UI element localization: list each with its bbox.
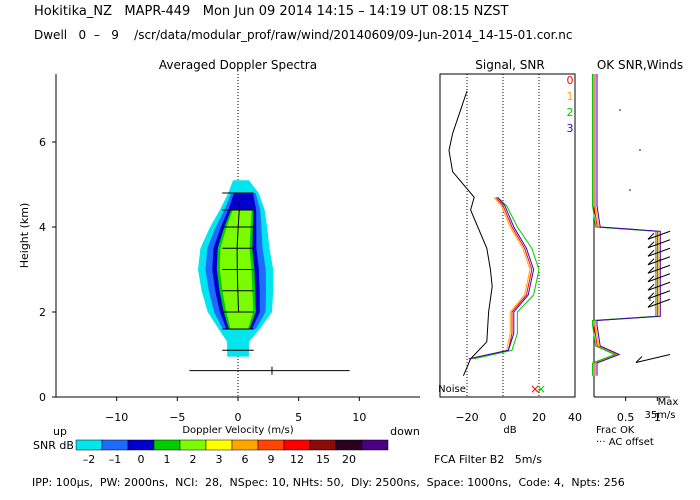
wind-arrow [635, 354, 671, 363]
ok-legend-entry: 3 [567, 122, 574, 135]
colorbar-tick-label: 1 [164, 453, 171, 466]
max-label: Max [658, 397, 679, 408]
wind-dot [619, 109, 621, 111]
wind-arrow-head [647, 258, 655, 266]
snr-x-tick-label: 20 [532, 411, 546, 424]
spectra-x-tick-label: −5 [169, 411, 185, 424]
ok-panel-title: OK SNR,Winds [597, 58, 683, 72]
wind-arrow [647, 264, 671, 274]
spectra-x-label: Doppler Velocity (m/s) [182, 425, 293, 436]
colorbar-tick-label: 6 [242, 453, 249, 466]
colorbar-swatch [101, 439, 129, 451]
colorbar-swatch [153, 439, 181, 451]
colorbar-tick-label: 12 [290, 453, 304, 466]
wind-arrow-head [647, 275, 655, 283]
colorbar-label: SNR dB [33, 439, 74, 452]
colorbar-swatch [205, 439, 233, 451]
frac-ok-line [595, 74, 660, 376]
frac-ok-line [596, 74, 661, 376]
snr-x-tick-label: −20 [455, 411, 478, 424]
fca-filter-label: FCA Filter B2 5m/s [434, 453, 542, 466]
wind-arrow-head [647, 232, 655, 240]
colorbar-swatch [309, 439, 337, 451]
colorbar-tick-label: 20 [342, 453, 356, 466]
colorbar-swatch [231, 439, 259, 451]
wind-arrow-head [647, 249, 655, 257]
frac-ok-label: Frac OK [596, 425, 635, 436]
footer-params: IPP: 100µs, PW: 2000ns, NCI: 28, NSpec: … [32, 476, 625, 489]
colorbar-swatch [361, 439, 389, 451]
ok-x-tick-label: 1 [654, 411, 661, 424]
frac-ok-line [592, 74, 657, 376]
spectra-y-label: Height (km) [18, 203, 31, 269]
header-file-path: Dwell 0 – 9 /scr/data/modular_prof/raw/w… [34, 28, 573, 42]
ok-legend-entry: 2 [567, 106, 574, 119]
wind-arrow [647, 239, 671, 249]
colorbar-swatch [127, 439, 155, 451]
spectra-x-tick-label: 0 [235, 411, 242, 424]
colorbar-tick-label: –2 [83, 453, 96, 466]
spectra-y-tick-label: 0 [39, 391, 46, 404]
snr-x-label: dB [503, 425, 516, 436]
noise-marker-red: × [530, 382, 540, 396]
colorbar-tick-label: 15 [316, 453, 330, 466]
spectra-y-tick-label: 6 [39, 136, 46, 149]
wind-arrow-head [647, 283, 655, 291]
ac-offset-label: ··· AC offset [596, 437, 654, 448]
down-label: down [390, 425, 420, 438]
spectra-y-tick-label: 4 [39, 221, 46, 234]
snr-panel-frame [439, 73, 576, 398]
wind-arrow-head [647, 292, 655, 300]
snr-series-line [468, 196, 535, 360]
wind-arrow [647, 298, 671, 308]
ok-x-tick-label: 0.5 [617, 411, 635, 424]
snr-panel-title: Signal, SNR [475, 58, 544, 72]
colorbar-swatch [335, 439, 363, 451]
wind-dot [659, 259, 661, 261]
colorbar-tick-label: 0 [138, 453, 145, 466]
wind-dot [629, 189, 631, 191]
max-speed-label: 35m/s [644, 410, 675, 421]
spectra-title: Averaged Doppler Spectra [159, 58, 317, 72]
ok-legend-entry: 1 [567, 90, 574, 103]
wind-dot [649, 299, 651, 301]
colorbar-swatch [283, 439, 311, 451]
wind-arrow [647, 273, 671, 283]
snr-x-tick-label: 0 [500, 411, 507, 424]
colorbar-tick-label: –1 [109, 453, 122, 466]
wind-arrow-head [647, 266, 655, 274]
colorbar-swatch [75, 439, 103, 451]
colorbar-tick-label: 9 [268, 453, 275, 466]
noise-marker-green: × [536, 382, 546, 396]
wind-arrow [647, 290, 671, 300]
colorbar-tick-label: 3 [216, 453, 223, 466]
snr-series-line [448, 90, 493, 376]
ok-legend-entry: 0 [567, 74, 574, 87]
wind-arrow-head [647, 241, 655, 249]
header-title: Hokitika_NZ MAPR-449 Mon Jun 09 2014 14:… [34, 4, 509, 19]
spectra-x-tick-label: 10 [352, 411, 366, 424]
spectra-x-tick-label: −10 [105, 411, 128, 424]
wind-arrow [647, 230, 671, 240]
wind-arrow-head [647, 300, 655, 308]
up-label: up [53, 425, 67, 438]
wind-arrow [647, 256, 671, 266]
colorbar-swatch [257, 439, 285, 451]
spectra-x-tick-label: 5 [295, 411, 302, 424]
noise-label: Noise [438, 384, 466, 395]
colorbar-swatch [179, 439, 207, 451]
wind-arrow-head [635, 356, 643, 363]
colorbar-tick-label: 2 [190, 453, 197, 466]
snr-series-line [470, 196, 533, 360]
snr-series-line [472, 196, 531, 360]
spectra-y-tick-label: 2 [39, 306, 46, 319]
wind-arrow [647, 281, 671, 291]
wind-dot [639, 149, 641, 151]
frac-ok-line [593, 74, 658, 376]
snr-series-line [474, 196, 540, 360]
wind-arrow [647, 247, 671, 257]
snr-x-tick-label: 40 [568, 411, 582, 424]
